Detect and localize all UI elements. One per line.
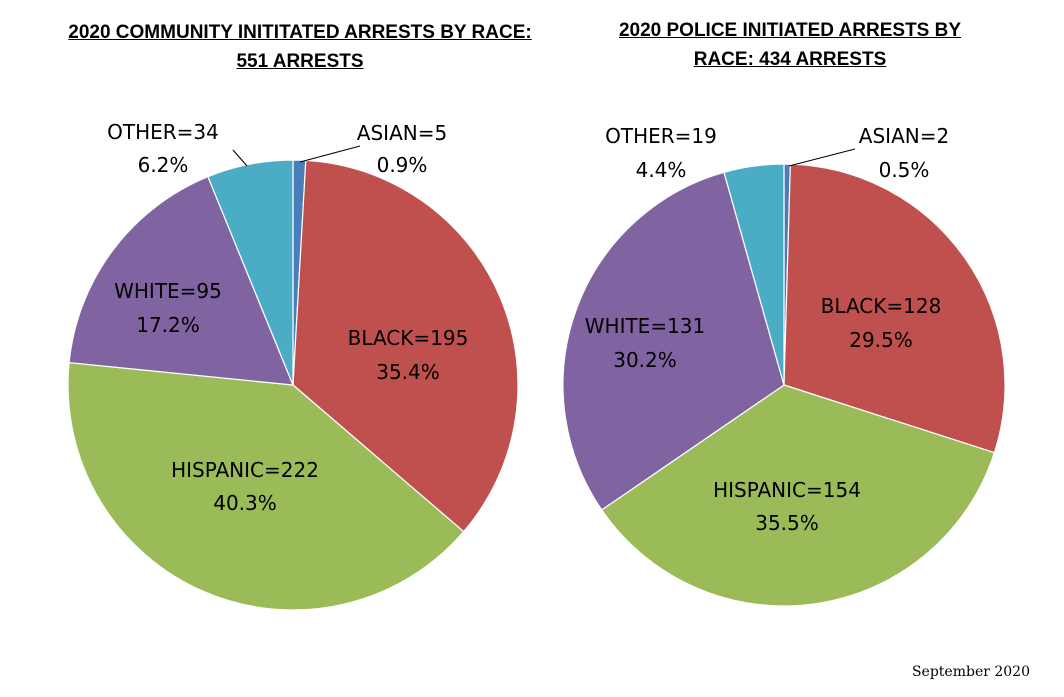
date-footer: September 2020 [911, 664, 1030, 680]
pie-slice-hispanic [67, 361, 465, 611]
slice-label-asian: ASIAN=2 [859, 124, 949, 148]
pie-slice-black [783, 163, 1006, 454]
slice-percent-asian: 0.9% [377, 153, 428, 177]
slice-label-hispanic: HISPANIC=154 [713, 478, 861, 502]
pie-chart-2: ASIAN=2 0.5% BLACK=128 29.5% HISPANIC=154 35.… [562, 124, 1006, 607]
pie-slice-other [207, 159, 294, 386]
slice-label-black: BLACK=128 [821, 294, 942, 318]
chart-title-line-1: 2020 COMMUNITY INITITATED ARRESTS BY RAC… [68, 22, 532, 43]
pie-slice-black [292, 159, 519, 533]
pie-slice-hispanic [600, 384, 996, 607]
slice-percent-hispanic: 35.5% [755, 511, 819, 535]
slice-label-other: OTHER=19 [605, 124, 717, 148]
slice-percent-white: 30.2% [613, 348, 677, 372]
slice-label-white: WHITE=95 [114, 279, 222, 303]
slice-percent-black: 35.4% [376, 360, 440, 384]
pie-slice-other [723, 163, 785, 386]
slice-label-white: WHITE=131 [585, 314, 706, 338]
slice-percent-black: 29.5% [849, 328, 913, 352]
slice-percent-other: 6.2% [138, 153, 189, 177]
slice-percent-white: 17.2% [136, 313, 200, 337]
leader-line-other [232, 149, 248, 167]
chart-title-community: 2020 COMMUNITY INITITATED ARRESTS BY RAC… [40, 18, 560, 76]
pie-slice-white [68, 175, 294, 386]
slice-percent-asian: 0.5% [879, 158, 930, 182]
slice-percent-other: 4.4% [636, 158, 687, 182]
pie-chart-1: ASIAN=5 0.9% BLACK=195 35.4% HISPANIC=222 40.… [67, 120, 519, 611]
slice-percent-hispanic: 40.3% [213, 491, 277, 515]
leader-line-asian [788, 148, 856, 167]
chart-title-line-1: 2020 POLICE INITIATED ARRESTS BY [618, 20, 962, 41]
chart-title-line-2: 551 ARRESTS [236, 51, 364, 72]
chart-title-police: 2020 POLICE INITIATED ARRESTS BY RACE: 4… [555, 16, 1025, 74]
pie-slice-white [562, 171, 785, 511]
slice-label-hispanic: HISPANIC=222 [171, 458, 319, 482]
slice-label-black: BLACK=195 [348, 326, 469, 350]
slice-label-other: OTHER=34 [107, 120, 219, 144]
leader-line-asian [299, 145, 361, 163]
chart-title-line-2: RACE: 434 ARRESTS [693, 49, 887, 70]
slice-label-asian: ASIAN=5 [357, 121, 447, 145]
